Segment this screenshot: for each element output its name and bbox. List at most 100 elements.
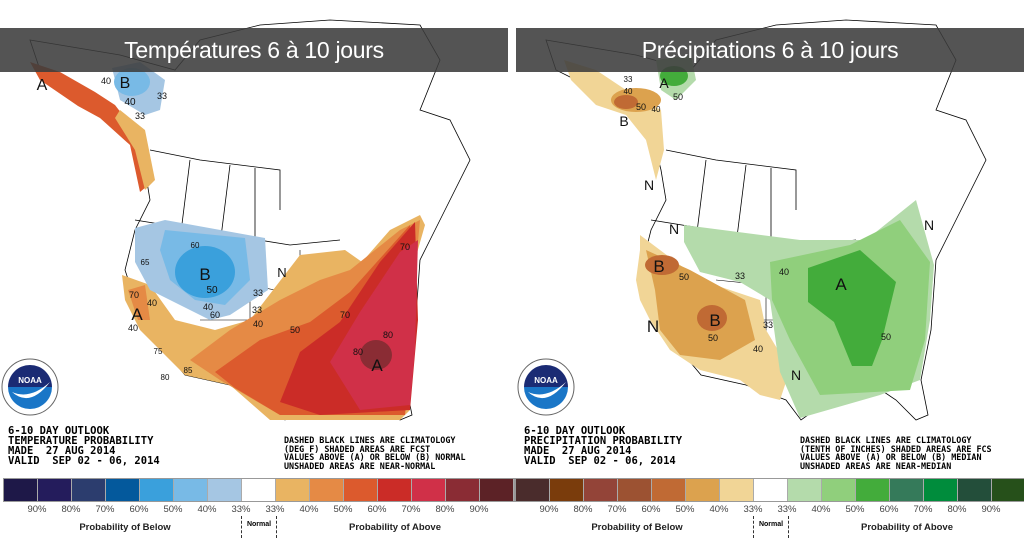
color-swatch xyxy=(38,479,72,501)
legend-tick-label: 33% xyxy=(265,504,285,515)
map-label: B xyxy=(653,257,664,276)
color-swatch xyxy=(446,479,480,501)
map-label: 40 xyxy=(652,105,661,114)
temperature-legend: 90% 80% 70% 60% 50% 40% 33% 33% 40% 50% 60% 70% 80% 9… xyxy=(0,476,515,541)
legend-tick-label: 33% xyxy=(777,504,797,515)
note-line: DASHED BLACK LINES ARE CLIMATOLOGY xyxy=(284,435,456,445)
color-swatch xyxy=(242,479,276,501)
color-swatch xyxy=(856,479,890,501)
info-line: TEMPERATURE PROBABILITY xyxy=(8,435,154,447)
legend-tick-label: 40% xyxy=(197,504,217,515)
map-label: A xyxy=(659,75,669,91)
map-label: 70 xyxy=(340,310,350,320)
info-line: VALID SEP 02 - 06, 2014 xyxy=(8,455,160,467)
outlook-info: 6-10 DAY OUTLOOK TEMPERATURE PROBABILITY M… xyxy=(8,425,160,467)
map-label: 85 xyxy=(184,366,193,375)
legend-tick-label: 90% xyxy=(469,504,489,515)
map-label: 60 xyxy=(191,241,200,250)
map-label: N xyxy=(791,367,801,383)
legend-caption-above: Probability of Above xyxy=(860,522,954,533)
color-swatch xyxy=(174,479,208,501)
map-label: 50 xyxy=(881,332,891,342)
map-label: 80 xyxy=(161,373,170,382)
map-label: 40 xyxy=(253,319,263,329)
map-label: 40 xyxy=(124,97,136,108)
legend-tick-label: 80% xyxy=(573,504,593,515)
map-label: A xyxy=(835,275,847,294)
note-line: UNSHADED AREAS ARE NEAR-NORMAL xyxy=(284,460,436,471)
legend-tick-label: 70% xyxy=(401,504,421,515)
color-swatch xyxy=(276,479,310,501)
map-label: B xyxy=(199,265,210,284)
legend-tick-label: 60% xyxy=(367,504,387,515)
map-label: A xyxy=(131,305,143,324)
legend-tick-label: 50% xyxy=(163,504,183,515)
color-swatch xyxy=(4,479,38,501)
color-swatch xyxy=(208,479,242,501)
map-label: 33 xyxy=(763,320,773,330)
legend-tick-label: 40% xyxy=(811,504,831,515)
map-label: 50 xyxy=(708,333,718,343)
color-swatch xyxy=(958,479,992,501)
note-line: UNSHADED AREAS ARE NEAR-MEDIAN xyxy=(800,460,952,471)
color-swatch xyxy=(584,479,618,501)
color-swatch xyxy=(516,479,550,501)
info-line: 6-10 DAY OUTLOOK xyxy=(8,425,110,437)
map-label: B xyxy=(709,311,720,330)
map-label: N xyxy=(644,177,654,193)
info-line: VALID SEP 02 - 06, 2014 xyxy=(524,455,676,467)
color-swatch xyxy=(378,479,412,501)
map-label: 40 xyxy=(147,298,157,308)
noaa-logo: NOAA xyxy=(517,358,575,416)
map-label: B xyxy=(120,75,131,92)
note-line: VALUES ABOVE (A) OR BELOW (B) MEDIAN xyxy=(800,452,982,462)
noaa-logo-text: NOAA xyxy=(534,376,558,385)
legend-tick-label: 40% xyxy=(299,504,319,515)
legend-tick-label: 80% xyxy=(61,504,81,515)
color-swatch xyxy=(412,479,446,501)
legend-tick-label: 60% xyxy=(641,504,661,515)
note-line: VALUES ABOVE (A) OR BELOW (B) NORMAL xyxy=(284,452,466,462)
color-swatch xyxy=(550,479,584,501)
legend-tick-label: 40% xyxy=(709,504,729,515)
color-swatch xyxy=(72,479,106,501)
map-label: 40 xyxy=(624,87,633,96)
precipitation-outlook-panel: A 50 33 40 50 40 B N N B 50 33 40 A N B 50 33 40 N 50 N NOAA … xyxy=(516,0,1024,541)
map-label: 65 xyxy=(141,258,150,267)
map-label: 60 xyxy=(210,310,220,320)
map-label: 50 xyxy=(206,285,218,296)
legend-tick-label: 60% xyxy=(129,504,149,515)
map-notes: DASHED BLACK LINES ARE CLIMATOLOGY (DEG F… xyxy=(284,436,466,470)
map-label: N xyxy=(277,265,286,280)
temperature-shading xyxy=(30,62,425,420)
legend-tick-label: 90% xyxy=(981,504,1001,515)
legend-tick-label: 33% xyxy=(231,504,251,515)
legend-tick-label: 70% xyxy=(95,504,115,515)
info-line: MADE 27 AUG 2014 xyxy=(8,445,116,457)
note-line: DASHED BLACK LINES ARE CLIMATOLOGY xyxy=(800,435,972,445)
map-label: 75 xyxy=(154,347,163,356)
noaa-logo-text: NOAA xyxy=(18,376,42,385)
map-label: 80 xyxy=(353,347,363,357)
color-swatch xyxy=(686,479,720,501)
color-swatch xyxy=(344,479,378,501)
legend-caption-below: Probability of Below xyxy=(79,522,171,533)
noaa-logo: NOAA xyxy=(1,358,59,416)
color-swatch xyxy=(106,479,140,501)
color-swatch xyxy=(754,479,788,501)
info-line: 6-10 DAY OUTLOOK xyxy=(524,425,626,437)
color-swatch xyxy=(480,479,514,501)
map-label: 40 xyxy=(128,323,138,333)
map-label: A xyxy=(37,77,48,94)
legend-tick-label: 33% xyxy=(743,504,763,515)
map-label: N xyxy=(669,221,679,237)
map-label: 50 xyxy=(679,272,689,282)
legend-normal: Normal xyxy=(241,516,277,538)
precipitation-shading xyxy=(564,55,934,418)
legend-tick-label: 50% xyxy=(333,504,353,515)
color-swatch xyxy=(788,479,822,501)
map-label: 40 xyxy=(779,267,789,277)
legend-caption-below: Probability of Below xyxy=(591,522,683,533)
color-swatch xyxy=(822,479,856,501)
info-line: PRECIPITATION PROBABILITY xyxy=(524,435,683,447)
